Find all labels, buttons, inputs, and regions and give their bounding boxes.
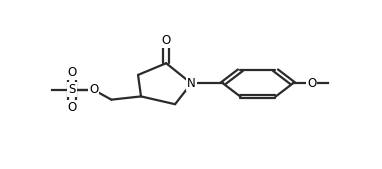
Text: O: O xyxy=(89,83,98,96)
Text: O: O xyxy=(67,66,77,79)
Text: O: O xyxy=(67,101,77,114)
Text: O: O xyxy=(162,34,171,47)
Text: S: S xyxy=(68,83,76,96)
Text: N: N xyxy=(187,77,196,90)
Text: O: O xyxy=(307,77,316,90)
